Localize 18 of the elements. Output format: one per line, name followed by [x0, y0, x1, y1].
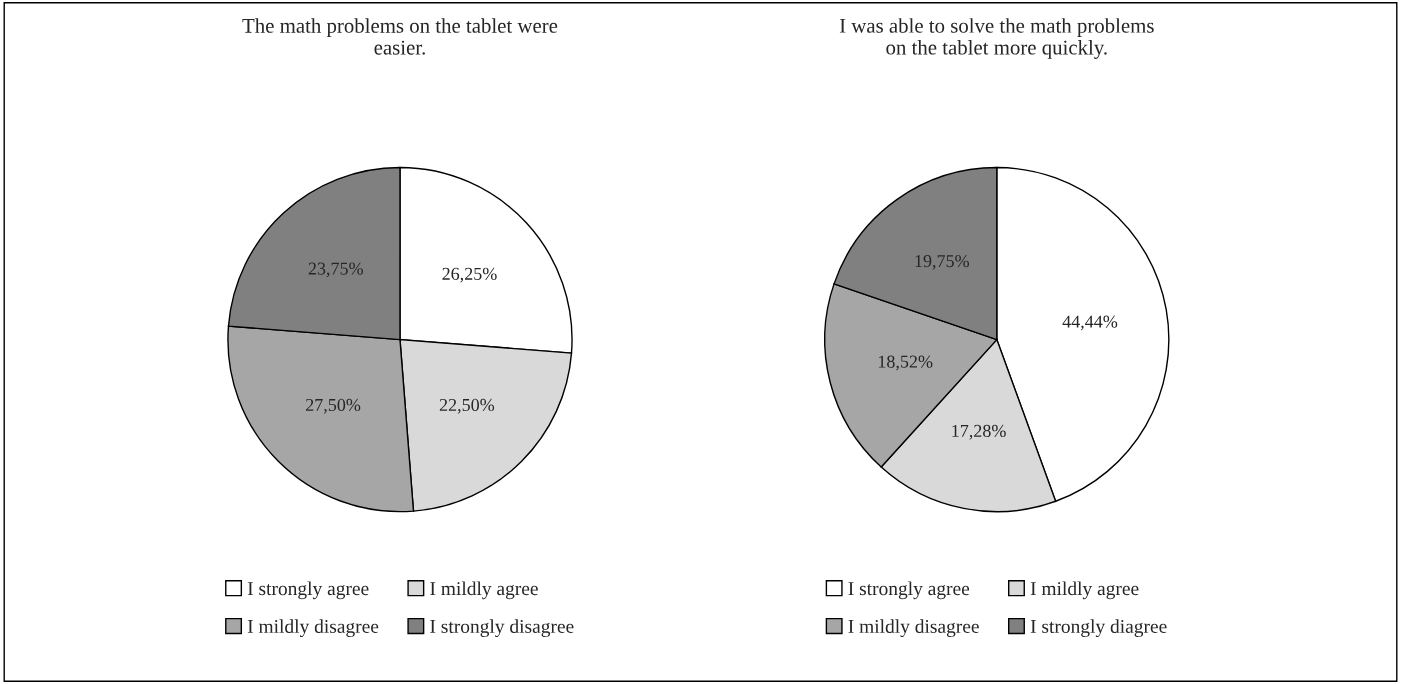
- data-label: 19,75%: [915, 254, 970, 270]
- legend-label: I mildly disagree: [848, 619, 979, 637]
- data-label: 23,75%: [308, 262, 363, 278]
- legend-label: I mildly disagree: [247, 619, 379, 637]
- legend-label: I strongly disagree: [430, 619, 574, 637]
- legend-label: I mildly agree: [430, 581, 538, 600]
- data-label: 26,25%: [442, 267, 497, 283]
- legend-label: I mildly agree: [1030, 581, 1139, 600]
- legend-label: I strongly diagree: [1030, 619, 1167, 637]
- chart-title: I was able to solve the math problems on the tablet more quickly.: [839, 18, 1154, 59]
- data-label: 44,44%: [1062, 315, 1118, 331]
- legend-label: I strongly agree: [247, 581, 369, 600]
- data-label: 17,28%: [952, 424, 1006, 440]
- chart-title: The math problems on the tablet were easier.: [242, 18, 558, 55]
- data-label: 27,50%: [306, 398, 361, 414]
- data-label: 22,50%: [439, 398, 495, 414]
- legend-label: I strongly agree: [848, 581, 970, 600]
- data-label: 18,52%: [878, 355, 933, 371]
